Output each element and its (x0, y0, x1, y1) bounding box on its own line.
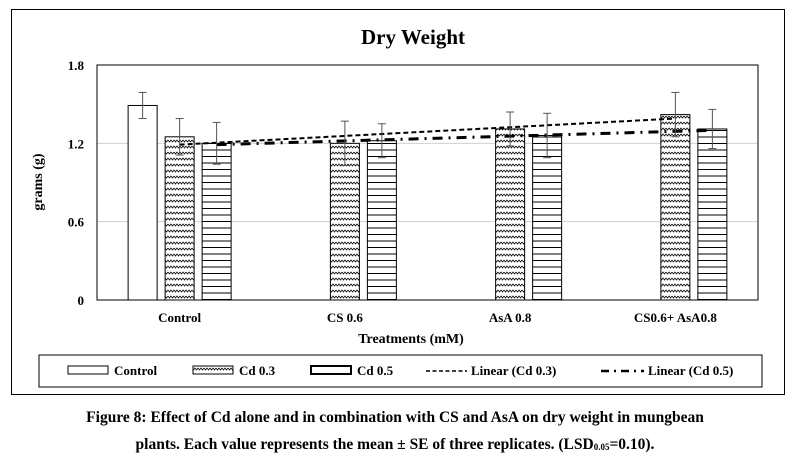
x-tick-labels: Control CS 0.6 AsA 0.8 CS0.6+ AsA0.8 (158, 310, 717, 325)
legend-item-linear-cd03: Linear (Cd 0.3) (426, 363, 556, 378)
trendline-cd-0-5 (216, 128, 713, 147)
trendline-cd-0-3 (179, 117, 676, 146)
caption-line-1: Figure 8: Effect of Cd alone and in comb… (86, 409, 704, 426)
caption-line-2: plants. Each value represents the mean ±… (0, 431, 790, 461)
legend: Control Cd 0.3 Cd 0.5 Linear (Cd 0.3) Li… (38, 354, 763, 388)
legend-item-linear-cd05: Linear (Cd 0.5) (601, 363, 733, 378)
caption-text: =0.10). (609, 436, 655, 453)
bar-cd-0-3 (329, 142, 360, 301)
legend-label: Control (114, 363, 157, 378)
bar-cd-0-3 (660, 114, 691, 301)
figure-caption: Figure 8: Effect of Cd alone and in comb… (0, 404, 790, 461)
y-tick-label: 0 (78, 293, 85, 308)
legend-swatch-control (67, 365, 109, 375)
bar-cd-0-3 (495, 128, 526, 301)
gridlines (97, 142, 758, 223)
caption-text: plants. Each value represents the mean ±… (135, 436, 594, 453)
bar-cd-0-5 (201, 142, 232, 301)
legend-item-control: Control (67, 363, 157, 378)
bar-control (127, 104, 158, 301)
caption-subscript: 0.05 (593, 442, 610, 452)
legend-label: Cd 0.3 (239, 363, 276, 378)
y-tick-label: 1.8 (68, 58, 85, 73)
y-tick-label: 0.6 (68, 215, 85, 230)
legend-swatch-cd05 (310, 365, 352, 375)
y-tick-label: 1.2 (68, 136, 84, 151)
x-tick-label: CS0.6+ AsA0.8 (634, 310, 717, 325)
error-bars (138, 91, 717, 167)
legend-swatch-cd03 (192, 365, 234, 375)
legend-label: Cd 0.5 (357, 363, 394, 378)
trendlines (179, 117, 713, 147)
legend-item-cd03: Cd 0.3 (192, 363, 276, 378)
chart-title: Dry Weight (361, 25, 465, 49)
bar-cd-0-5 (697, 128, 728, 301)
chart-frame (11, 9, 785, 395)
legend-box (38, 354, 763, 388)
x-axis-label: Treatments (mM) (358, 332, 464, 347)
dry-weight-chart: Dry Weight 0 0.6 1.2 1.8 Control CS 0.6 AsA 0… (31, 25, 763, 388)
y-axis-label: grams (g) (31, 153, 46, 210)
plot-area (96, 64, 759, 301)
legend-label: Linear (Cd 0.5) (648, 363, 733, 378)
legend-label: Linear (Cd 0.3) (471, 363, 556, 378)
x-tick-label: Control (158, 310, 201, 325)
bar-cd-0-3 (164, 136, 195, 301)
bar-cd-0-5 (366, 140, 397, 301)
bars (127, 104, 728, 301)
bar-cd-0-5 (532, 135, 563, 301)
x-tick-label: CS 0.6 (327, 310, 364, 325)
y-tick-labels: 0 0.6 1.2 1.8 (68, 58, 85, 308)
legend-item-cd05: Cd 0.5 (310, 363, 394, 378)
x-tick-label: AsA 0.8 (489, 310, 532, 325)
